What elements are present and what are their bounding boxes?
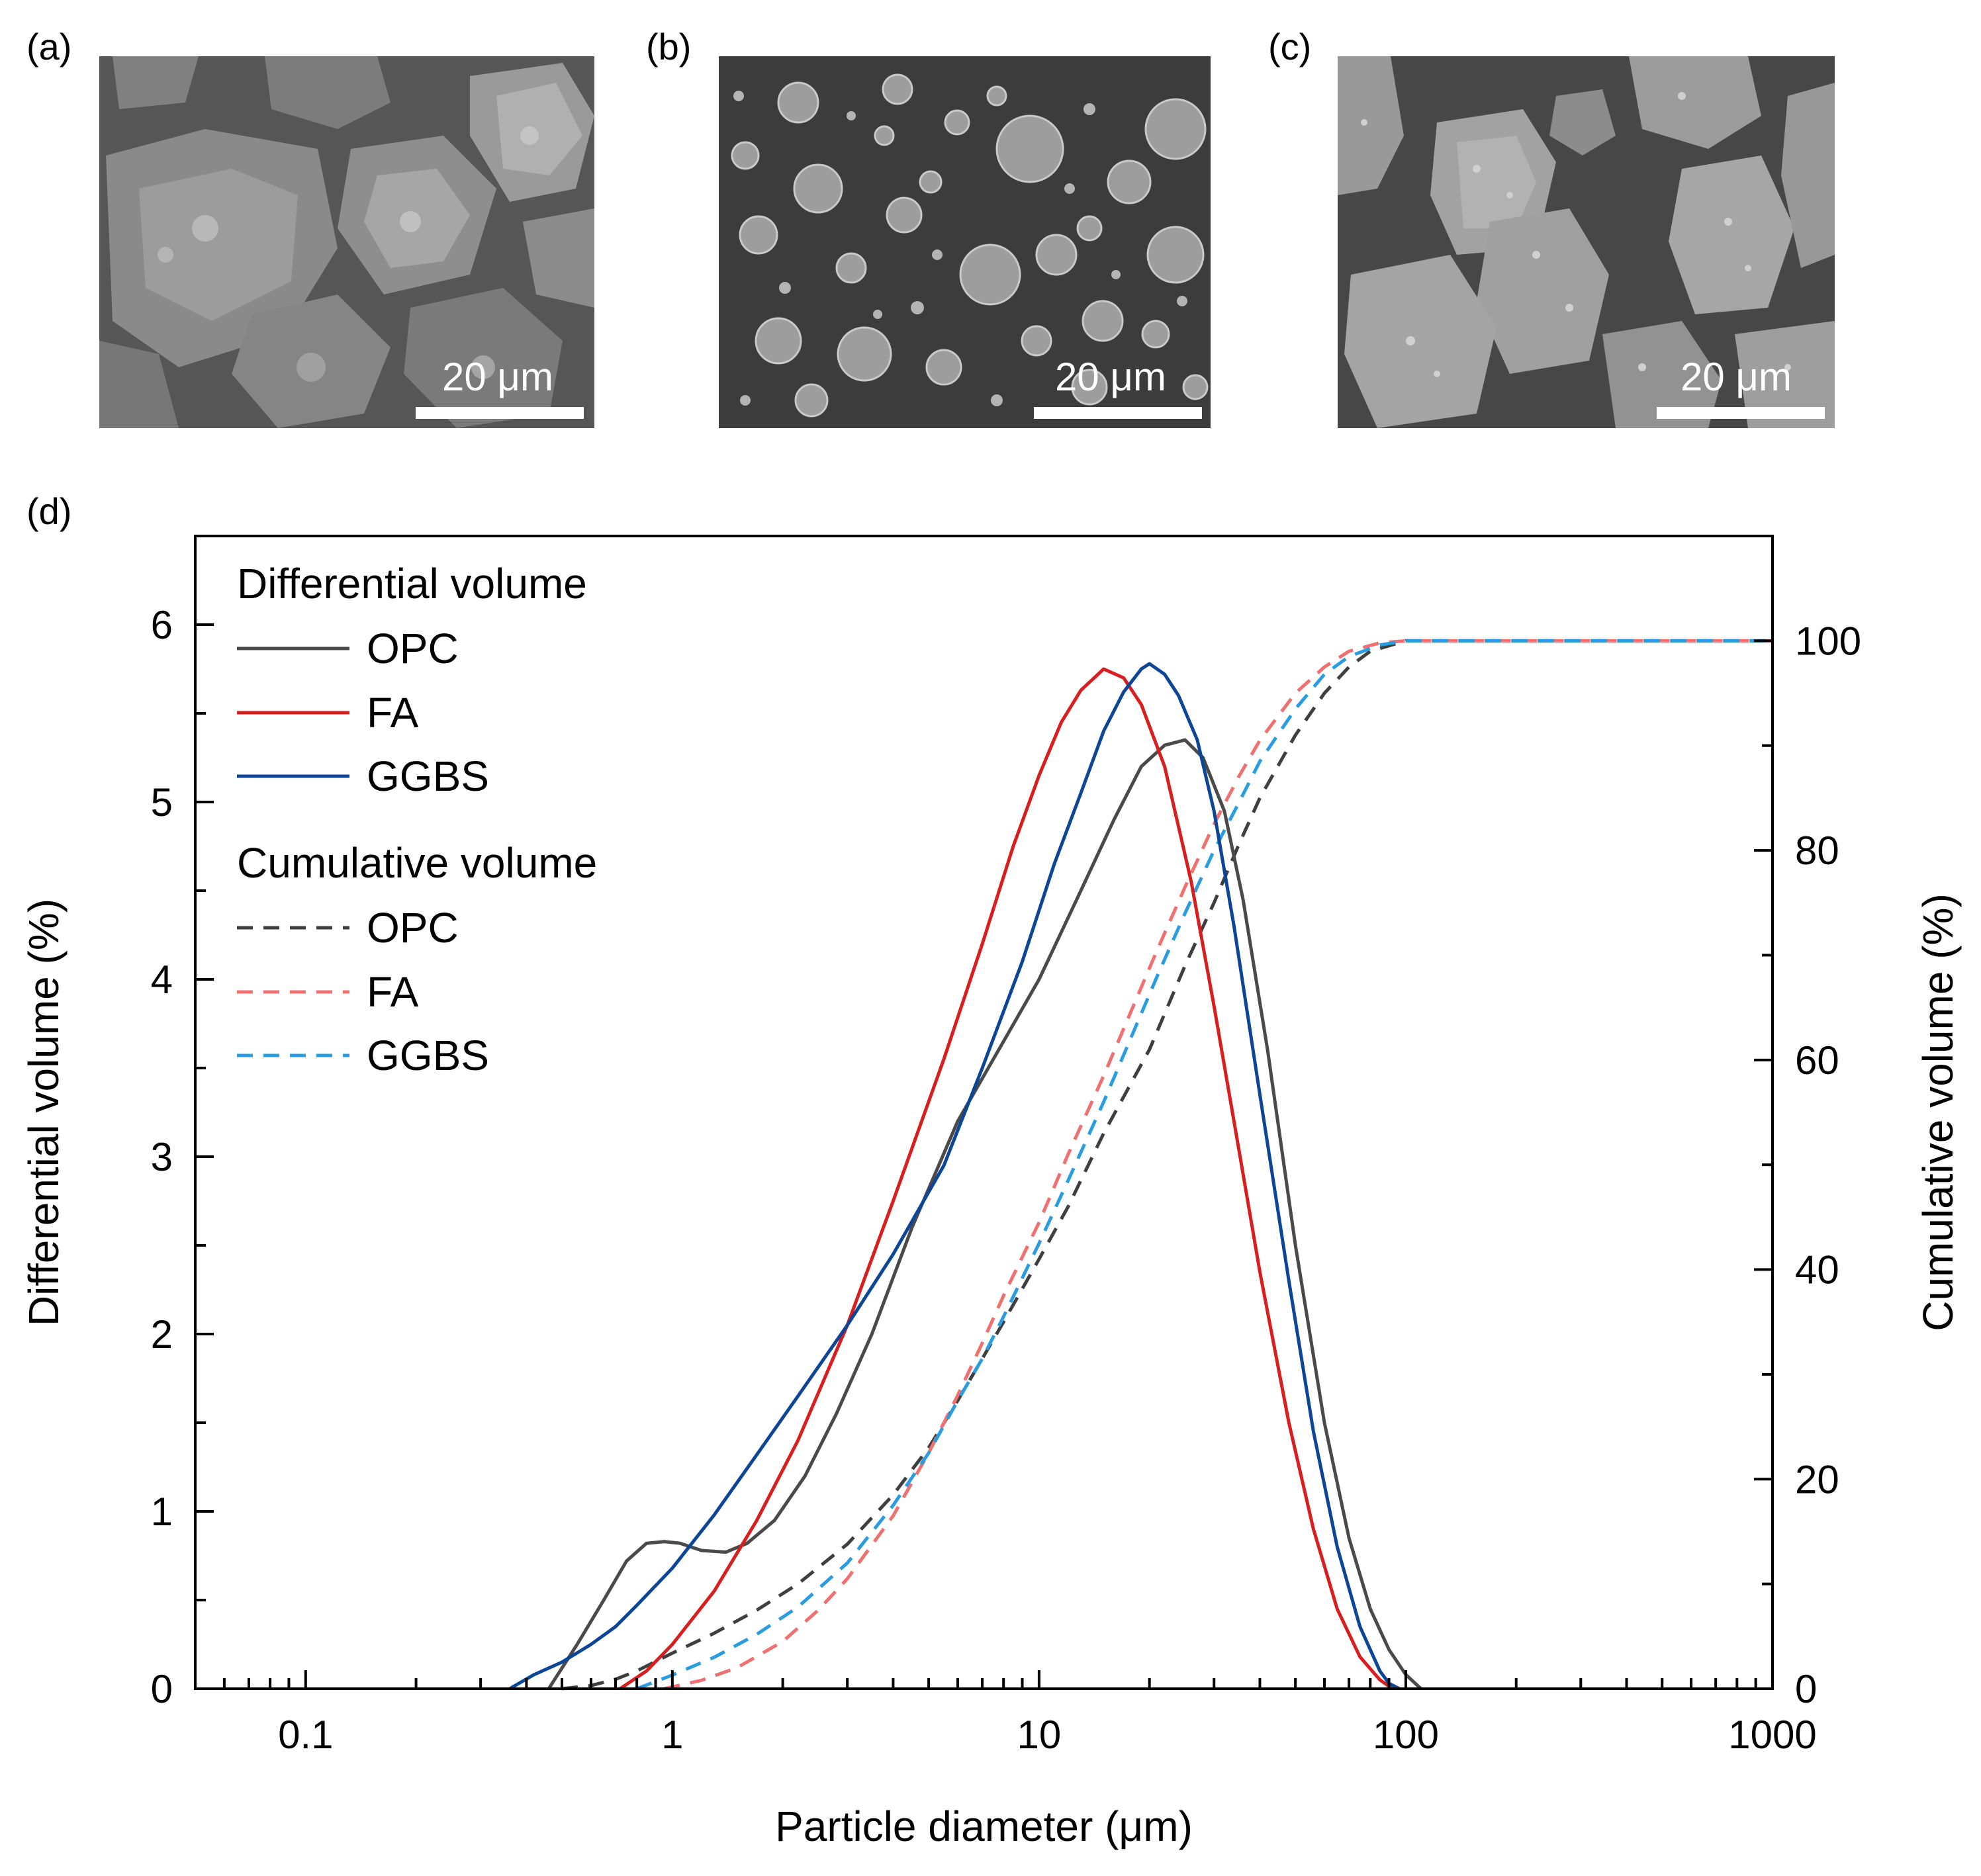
panel-label-c: (c) xyxy=(1268,26,1312,67)
y-right-tick-label: 80 xyxy=(1795,828,1839,873)
panel-label-a: (a) xyxy=(26,26,72,67)
legend-label-5: GGBS xyxy=(367,1032,489,1079)
y-right-tick-label: 40 xyxy=(1795,1248,1839,1292)
plot-frame xyxy=(194,535,1774,1690)
scale-label-b: 20 μm xyxy=(1055,355,1166,399)
legend-label-3: OPC xyxy=(367,904,459,952)
sem-fa-particles xyxy=(719,56,1211,428)
y-left-axis-title: Differential volume (%) xyxy=(20,899,68,1326)
scale-label-a: 20 μm xyxy=(442,355,553,399)
x-tick-label: 10 xyxy=(1017,1713,1062,1757)
scale-bar-a xyxy=(416,407,584,419)
series-cumulative-opc xyxy=(561,639,1773,1691)
legend-label-4: FA xyxy=(367,968,419,1016)
y-right-tick-label: 20 xyxy=(1795,1457,1839,1501)
legend-label-2: GGBS xyxy=(367,752,489,800)
scale-bar-b xyxy=(1034,407,1202,419)
series-cumulative-ggbs xyxy=(636,639,1773,1691)
panel-label-b: (b) xyxy=(646,26,692,67)
sem-image-fa: 20 μm xyxy=(719,56,1211,428)
y-left-tick-label: 3 xyxy=(151,1135,173,1179)
legend-title-differential: Differential volume xyxy=(237,560,587,607)
series-differential-opc xyxy=(547,738,1422,1690)
y-right-axis-title: Cumulative volume (%) xyxy=(1914,893,1962,1331)
sem-image-ggbs: 20 μm xyxy=(1338,56,1835,428)
series-differential-fa xyxy=(619,667,1394,1691)
x-tick-label: 1000 xyxy=(1728,1713,1816,1757)
particle-size-chart: 0.1 1 10 100 10000123456020406080100Particle… xyxy=(20,535,1962,1850)
y-left-tick-label: 1 xyxy=(151,1490,173,1534)
y-left-tick-label: 5 xyxy=(151,780,173,825)
series-differential-ggbs xyxy=(508,662,1401,1691)
y-left-tick-label: 2 xyxy=(151,1312,173,1357)
x-tick-label: 1 xyxy=(661,1713,683,1757)
y-right-tick-label: 100 xyxy=(1795,619,1861,663)
y-right-tick-label: 60 xyxy=(1795,1038,1839,1083)
sem-image-opc: 20 μm xyxy=(99,56,594,428)
legend-title-cumulative: Cumulative volume xyxy=(237,839,597,887)
legend-label-0: OPC xyxy=(367,625,459,672)
y-left-tick-label: 4 xyxy=(151,958,173,1002)
sem-opc-particles xyxy=(99,56,594,428)
y-right-tick-label: 0 xyxy=(1795,1667,1817,1711)
y-left-tick-label: 0 xyxy=(151,1667,173,1711)
y-left-tick-label: 6 xyxy=(151,603,173,647)
sem-ggbs-particles xyxy=(1338,56,1835,428)
scale-label-c: 20 μm xyxy=(1681,355,1792,399)
panel-label-d: (d) xyxy=(26,490,72,532)
x-axis-title: Particle diameter (μm) xyxy=(775,1803,1193,1850)
scale-bar-c xyxy=(1657,407,1825,419)
x-tick-label: 100 xyxy=(1373,1713,1439,1757)
legend-label-1: FA xyxy=(367,689,419,737)
x-tick-label: 0.1 xyxy=(278,1713,333,1757)
series-cumulative-fa xyxy=(663,639,1773,1691)
